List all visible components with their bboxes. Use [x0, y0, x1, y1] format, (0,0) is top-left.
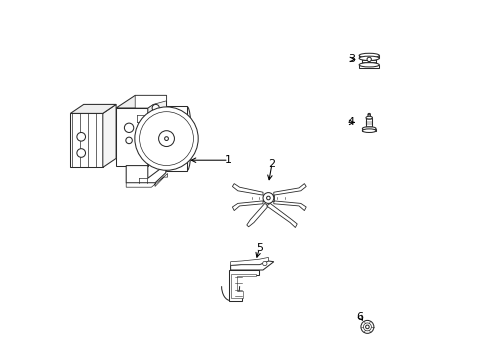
Polygon shape: [362, 58, 376, 65]
Polygon shape: [116, 95, 167, 108]
Polygon shape: [231, 261, 274, 270]
Text: 2: 2: [269, 159, 275, 169]
Circle shape: [364, 323, 371, 331]
Circle shape: [165, 137, 169, 140]
Polygon shape: [126, 166, 166, 183]
Circle shape: [150, 116, 156, 122]
Polygon shape: [363, 129, 376, 131]
Ellipse shape: [359, 53, 379, 58]
Polygon shape: [359, 65, 379, 68]
Text: 6: 6: [357, 312, 364, 322]
Circle shape: [267, 196, 270, 200]
Text: 3: 3: [348, 54, 355, 64]
Text: 1: 1: [225, 155, 232, 165]
Polygon shape: [71, 104, 116, 113]
Ellipse shape: [183, 107, 192, 170]
Polygon shape: [247, 203, 269, 227]
Ellipse shape: [368, 113, 370, 115]
Polygon shape: [274, 201, 306, 211]
Circle shape: [124, 123, 134, 132]
Polygon shape: [366, 118, 372, 129]
Polygon shape: [231, 257, 269, 265]
Polygon shape: [126, 174, 168, 187]
Circle shape: [77, 149, 86, 157]
Polygon shape: [274, 184, 306, 195]
Polygon shape: [116, 108, 148, 166]
Text: 4: 4: [347, 117, 355, 127]
Circle shape: [361, 320, 374, 333]
Circle shape: [159, 131, 174, 147]
Polygon shape: [368, 114, 370, 118]
Circle shape: [367, 57, 371, 62]
Polygon shape: [263, 195, 274, 201]
Ellipse shape: [359, 63, 379, 67]
Polygon shape: [231, 274, 256, 298]
Text: 5: 5: [256, 243, 263, 253]
Ellipse shape: [363, 127, 376, 130]
Circle shape: [263, 193, 274, 203]
Polygon shape: [232, 201, 263, 211]
Ellipse shape: [363, 129, 376, 132]
Polygon shape: [166, 106, 187, 171]
Circle shape: [366, 325, 369, 329]
Polygon shape: [135, 95, 167, 108]
Polygon shape: [148, 95, 167, 166]
Polygon shape: [103, 104, 116, 167]
Ellipse shape: [366, 116, 372, 119]
Polygon shape: [71, 113, 103, 167]
Circle shape: [140, 112, 194, 166]
Circle shape: [77, 132, 86, 141]
Ellipse shape: [362, 57, 376, 60]
Polygon shape: [229, 270, 259, 301]
Polygon shape: [359, 55, 379, 58]
Circle shape: [135, 107, 198, 170]
Polygon shape: [267, 203, 297, 228]
Circle shape: [152, 104, 159, 112]
Circle shape: [126, 137, 132, 144]
Circle shape: [263, 261, 267, 266]
Ellipse shape: [359, 56, 379, 60]
Polygon shape: [232, 184, 263, 195]
